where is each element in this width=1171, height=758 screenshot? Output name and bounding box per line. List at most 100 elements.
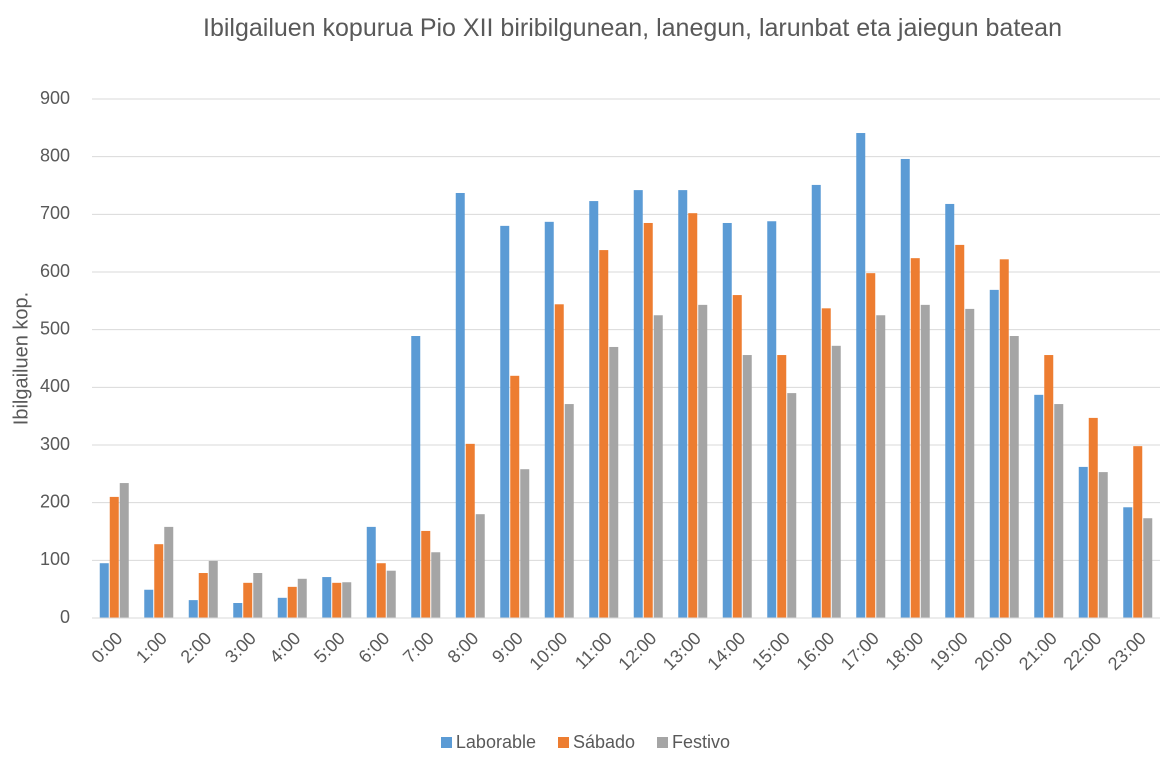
bar — [900, 158, 910, 618]
bar — [366, 526, 376, 618]
x-tick-label: 6:00 — [355, 628, 394, 667]
bar — [742, 355, 752, 618]
bar — [856, 133, 866, 619]
legend-item: Laborable — [440, 732, 536, 753]
x-tick-label: 5:00 — [310, 628, 349, 667]
bar — [1078, 466, 1088, 618]
legend-item: Festivo — [657, 732, 730, 753]
x-tick-label: 19:00 — [926, 628, 972, 674]
y-tick-label: 600 — [40, 261, 70, 281]
bar — [811, 184, 821, 618]
bar — [1123, 507, 1133, 618]
bar — [520, 469, 530, 618]
bar — [589, 201, 599, 618]
bar — [767, 221, 777, 618]
bar — [876, 315, 886, 618]
bar — [233, 603, 243, 618]
bar — [722, 222, 732, 618]
legend-label: Sábado — [572, 732, 636, 752]
bar — [253, 573, 263, 618]
bar — [787, 393, 797, 618]
bar — [164, 526, 174, 618]
bar — [208, 560, 218, 618]
bar — [500, 225, 510, 618]
bar — [945, 203, 955, 618]
bar — [277, 597, 287, 618]
bar — [1133, 446, 1143, 618]
bar — [342, 582, 352, 618]
bar — [920, 304, 930, 618]
bar — [332, 582, 342, 618]
legend-swatch — [557, 737, 569, 748]
y-tick-label: 500 — [40, 318, 70, 338]
x-tick-label: 17:00 — [837, 628, 883, 674]
bar — [609, 346, 619, 618]
x-tick-label: 23:00 — [1104, 628, 1150, 674]
x-tick-label: 11:00 — [571, 628, 616, 673]
bar — [965, 308, 975, 618]
x-tick-label: 1:00 — [132, 628, 171, 667]
bar — [866, 273, 876, 618]
legend-item: Sábado — [557, 732, 636, 753]
bar — [376, 563, 386, 618]
bar — [465, 443, 475, 618]
y-tick-label: 800 — [40, 145, 70, 165]
bar — [599, 250, 609, 618]
legend-label: Laborable — [455, 732, 536, 752]
x-tick-label: 2:00 — [177, 628, 216, 667]
y-axis-label: Ibilgailuen kop. — [10, 292, 32, 425]
x-tick-label: 3:00 — [221, 628, 260, 667]
bar — [99, 563, 109, 618]
chart-title: Ibilgailuen kopurua Pio XII biribilgunea… — [203, 14, 1062, 42]
bar — [732, 295, 742, 618]
x-tick-label: 7:00 — [399, 628, 438, 667]
bar — [989, 289, 999, 618]
x-tick-label: 22:00 — [1059, 628, 1105, 674]
bar — [455, 192, 465, 618]
bar — [144, 589, 154, 618]
bar — [475, 514, 485, 618]
bar — [1143, 518, 1153, 618]
bar — [544, 221, 554, 618]
x-tick-label: 13:00 — [659, 628, 705, 674]
bar — [109, 496, 119, 618]
bar — [688, 213, 698, 618]
legend-label: Festivo — [672, 732, 731, 752]
bar — [955, 244, 965, 618]
legend: Laborable Sábado Festivo — [0, 732, 1171, 753]
bar — [1088, 417, 1098, 618]
bar — [431, 552, 441, 618]
bar — [411, 336, 421, 618]
bar — [198, 573, 208, 618]
y-tick-label: 700 — [40, 203, 70, 223]
bar — [188, 600, 198, 618]
bar — [1044, 355, 1054, 618]
legend-swatch — [657, 737, 669, 748]
x-tick-label: 12:00 — [614, 628, 660, 674]
y-tick-label: 300 — [40, 434, 70, 454]
x-tick-label: 18:00 — [881, 628, 927, 674]
bar — [154, 544, 164, 618]
x-tick-label: 20:00 — [970, 628, 1016, 674]
bar — [322, 577, 332, 618]
bar — [510, 375, 520, 618]
bar — [287, 586, 297, 618]
legend-swatch — [440, 737, 452, 748]
bar — [678, 190, 688, 618]
bar — [297, 578, 307, 618]
x-tick-label: 10:00 — [525, 628, 571, 674]
x-tick-label: 16:00 — [792, 628, 838, 674]
y-tick-label: 900 — [40, 88, 70, 108]
bar — [564, 404, 574, 618]
bar — [554, 304, 564, 618]
bar — [821, 308, 831, 618]
bar — [831, 345, 841, 618]
bar — [633, 190, 643, 618]
bar — [643, 222, 653, 618]
x-tick-label: 4:00 — [266, 628, 305, 667]
bar — [777, 355, 787, 618]
bar — [119, 483, 129, 618]
x-tick-label: 21:00 — [1015, 628, 1061, 674]
